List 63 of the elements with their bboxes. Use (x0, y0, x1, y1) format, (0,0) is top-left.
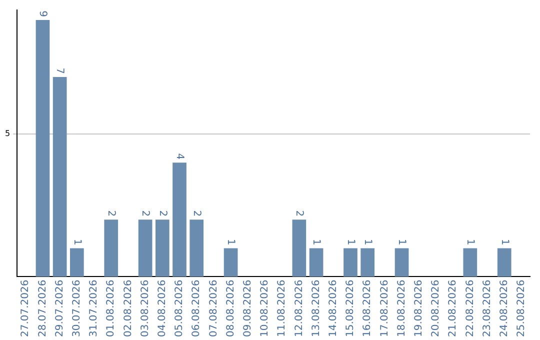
bar (190, 220, 204, 277)
x-tick-label: 08.08.2026 (225, 280, 236, 338)
data-label: 1 (225, 238, 236, 246)
data-label: 9 (37, 10, 48, 17)
x-tick-label: 20.08.2026 (430, 280, 442, 338)
x-tick-label: 28.07.2026 (37, 280, 48, 338)
bar (138, 220, 152, 277)
data-label: 1 (344, 238, 356, 246)
x-tick-label: 09.08.2026 (242, 280, 254, 338)
x-tick-label: 29.07.2026 (54, 280, 66, 338)
data-label: 1 (464, 238, 476, 246)
data-label: 2 (140, 210, 151, 217)
x-tick-label: 15.08.2026 (345, 280, 356, 338)
y-tick-label: 5 (4, 129, 10, 138)
bar (104, 220, 118, 277)
x-tick-label: 31.07.2026 (88, 280, 100, 338)
bar (497, 248, 512, 277)
bar (172, 162, 186, 277)
bar (155, 220, 170, 277)
data-label: 2 (156, 210, 168, 217)
bar (224, 248, 238, 277)
x-tick-label: 17.08.2026 (379, 280, 390, 338)
x-tick-label: 16.08.2026 (362, 280, 374, 338)
x-tick-label: 03.08.2026 (140, 280, 151, 338)
x-tick-label: 23.08.2026 (482, 280, 493, 338)
x-tick-label: 05.08.2026 (174, 280, 186, 338)
x-tick-label: 07.08.2026 (208, 280, 220, 338)
x-tick-label: 22.08.2026 (464, 280, 476, 338)
data-label: 2 (191, 210, 202, 217)
data-label: 2 (294, 210, 305, 217)
data-label: 1 (498, 238, 510, 246)
x-tick-label: 10.08.2026 (260, 280, 271, 338)
bar (52, 77, 67, 277)
x-tick-label: 04.08.2026 (157, 280, 168, 338)
x-tick-label: 18.08.2026 (396, 280, 408, 338)
x-tick-label: 25.08.2026 (516, 280, 528, 338)
data-label: 2 (106, 210, 117, 217)
x-tick-label: 13.08.2026 (310, 280, 322, 338)
data-label: 1 (71, 238, 82, 246)
x-tick-label: 27.07.2026 (20, 280, 32, 338)
data-label: 4 (174, 153, 185, 160)
x-tick-label: 01.08.2026 (106, 280, 117, 338)
x-tick-label: 06.08.2026 (191, 280, 202, 338)
data-label: 7 (54, 68, 66, 74)
bar (394, 248, 409, 277)
bar (70, 248, 84, 277)
x-tick-label: 11.08.2026 (276, 280, 288, 338)
x-tick-label: 12.08.2026 (294, 280, 305, 338)
bar (463, 248, 478, 277)
x-tick-label: 19.08.2026 (413, 280, 424, 338)
x-tick-label: 14.08.2026 (328, 280, 339, 338)
bar (360, 248, 375, 277)
bar (309, 248, 324, 277)
bar (36, 20, 50, 277)
data-label: 1 (362, 238, 373, 246)
data-label: 1 (310, 238, 322, 246)
bar (344, 248, 358, 277)
x-tick-label: 24.08.2026 (498, 280, 510, 338)
bar (292, 220, 306, 277)
x-tick-label: 21.08.2026 (448, 280, 459, 338)
data-label: 1 (396, 238, 408, 246)
x-tick-label: 30.07.2026 (72, 280, 83, 338)
x-tick-label: 02.08.2026 (122, 280, 134, 338)
